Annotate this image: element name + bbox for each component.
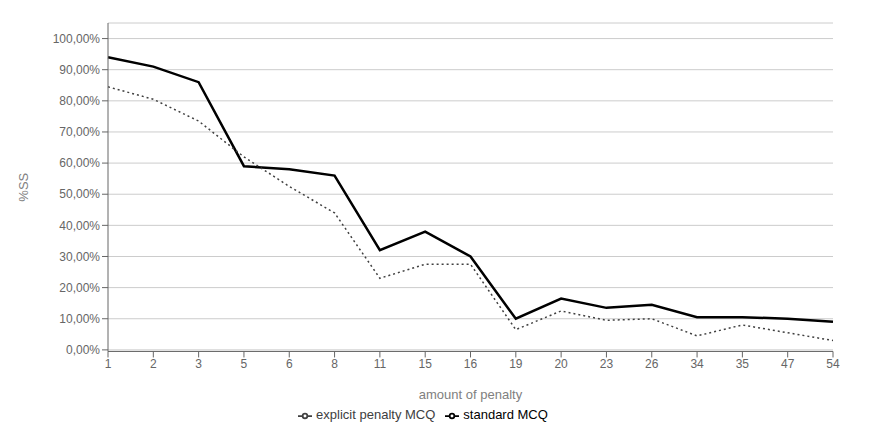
- svg-text:100,00%: 100,00%: [53, 32, 101, 46]
- svg-text:20: 20: [554, 357, 568, 371]
- svg-text:26: 26: [645, 357, 659, 371]
- svg-text:11: 11: [374, 357, 387, 371]
- svg-text:70,00%: 70,00%: [59, 125, 100, 139]
- svg-text:19: 19: [509, 357, 523, 371]
- svg-text:54: 54: [826, 357, 840, 371]
- svg-text:3: 3: [195, 357, 202, 371]
- svg-text:30,00%: 30,00%: [59, 250, 100, 264]
- svg-text:1: 1: [105, 357, 112, 371]
- svg-text:15: 15: [419, 357, 433, 371]
- html-text:standard MCQ: standard MCQ: [463, 407, 548, 423]
- svg-text:80,00%: 80,00%: [59, 94, 100, 108]
- svg-text:5: 5: [241, 357, 248, 371]
- svg-text:amount of penalty: amount of penalty: [419, 387, 523, 402]
- svg-text:%SS: %SS: [16, 172, 31, 201]
- svg-text:2: 2: [150, 357, 157, 371]
- svg-text:34: 34: [690, 357, 704, 371]
- svg-text:20,00%: 20,00%: [59, 281, 100, 295]
- svg-text:23: 23: [600, 357, 614, 371]
- svg-text:10,00%: 10,00%: [59, 312, 100, 326]
- svg-text:47: 47: [781, 357, 795, 371]
- svg-text:40,00%: 40,00%: [59, 219, 100, 233]
- svg-text:0,00%: 0,00%: [66, 343, 100, 357]
- svg-text:16: 16: [464, 357, 478, 371]
- svg-text:90,00%: 90,00%: [59, 63, 100, 77]
- html-text:explicit penalty MCQ: explicit penalty MCQ: [316, 407, 436, 423]
- svg-text:50,00%: 50,00%: [59, 187, 100, 201]
- svg-text:60,00%: 60,00%: [59, 156, 100, 170]
- svg-text:35: 35: [736, 357, 750, 371]
- svg-text:6: 6: [286, 357, 293, 371]
- svg-text:8: 8: [331, 357, 338, 371]
